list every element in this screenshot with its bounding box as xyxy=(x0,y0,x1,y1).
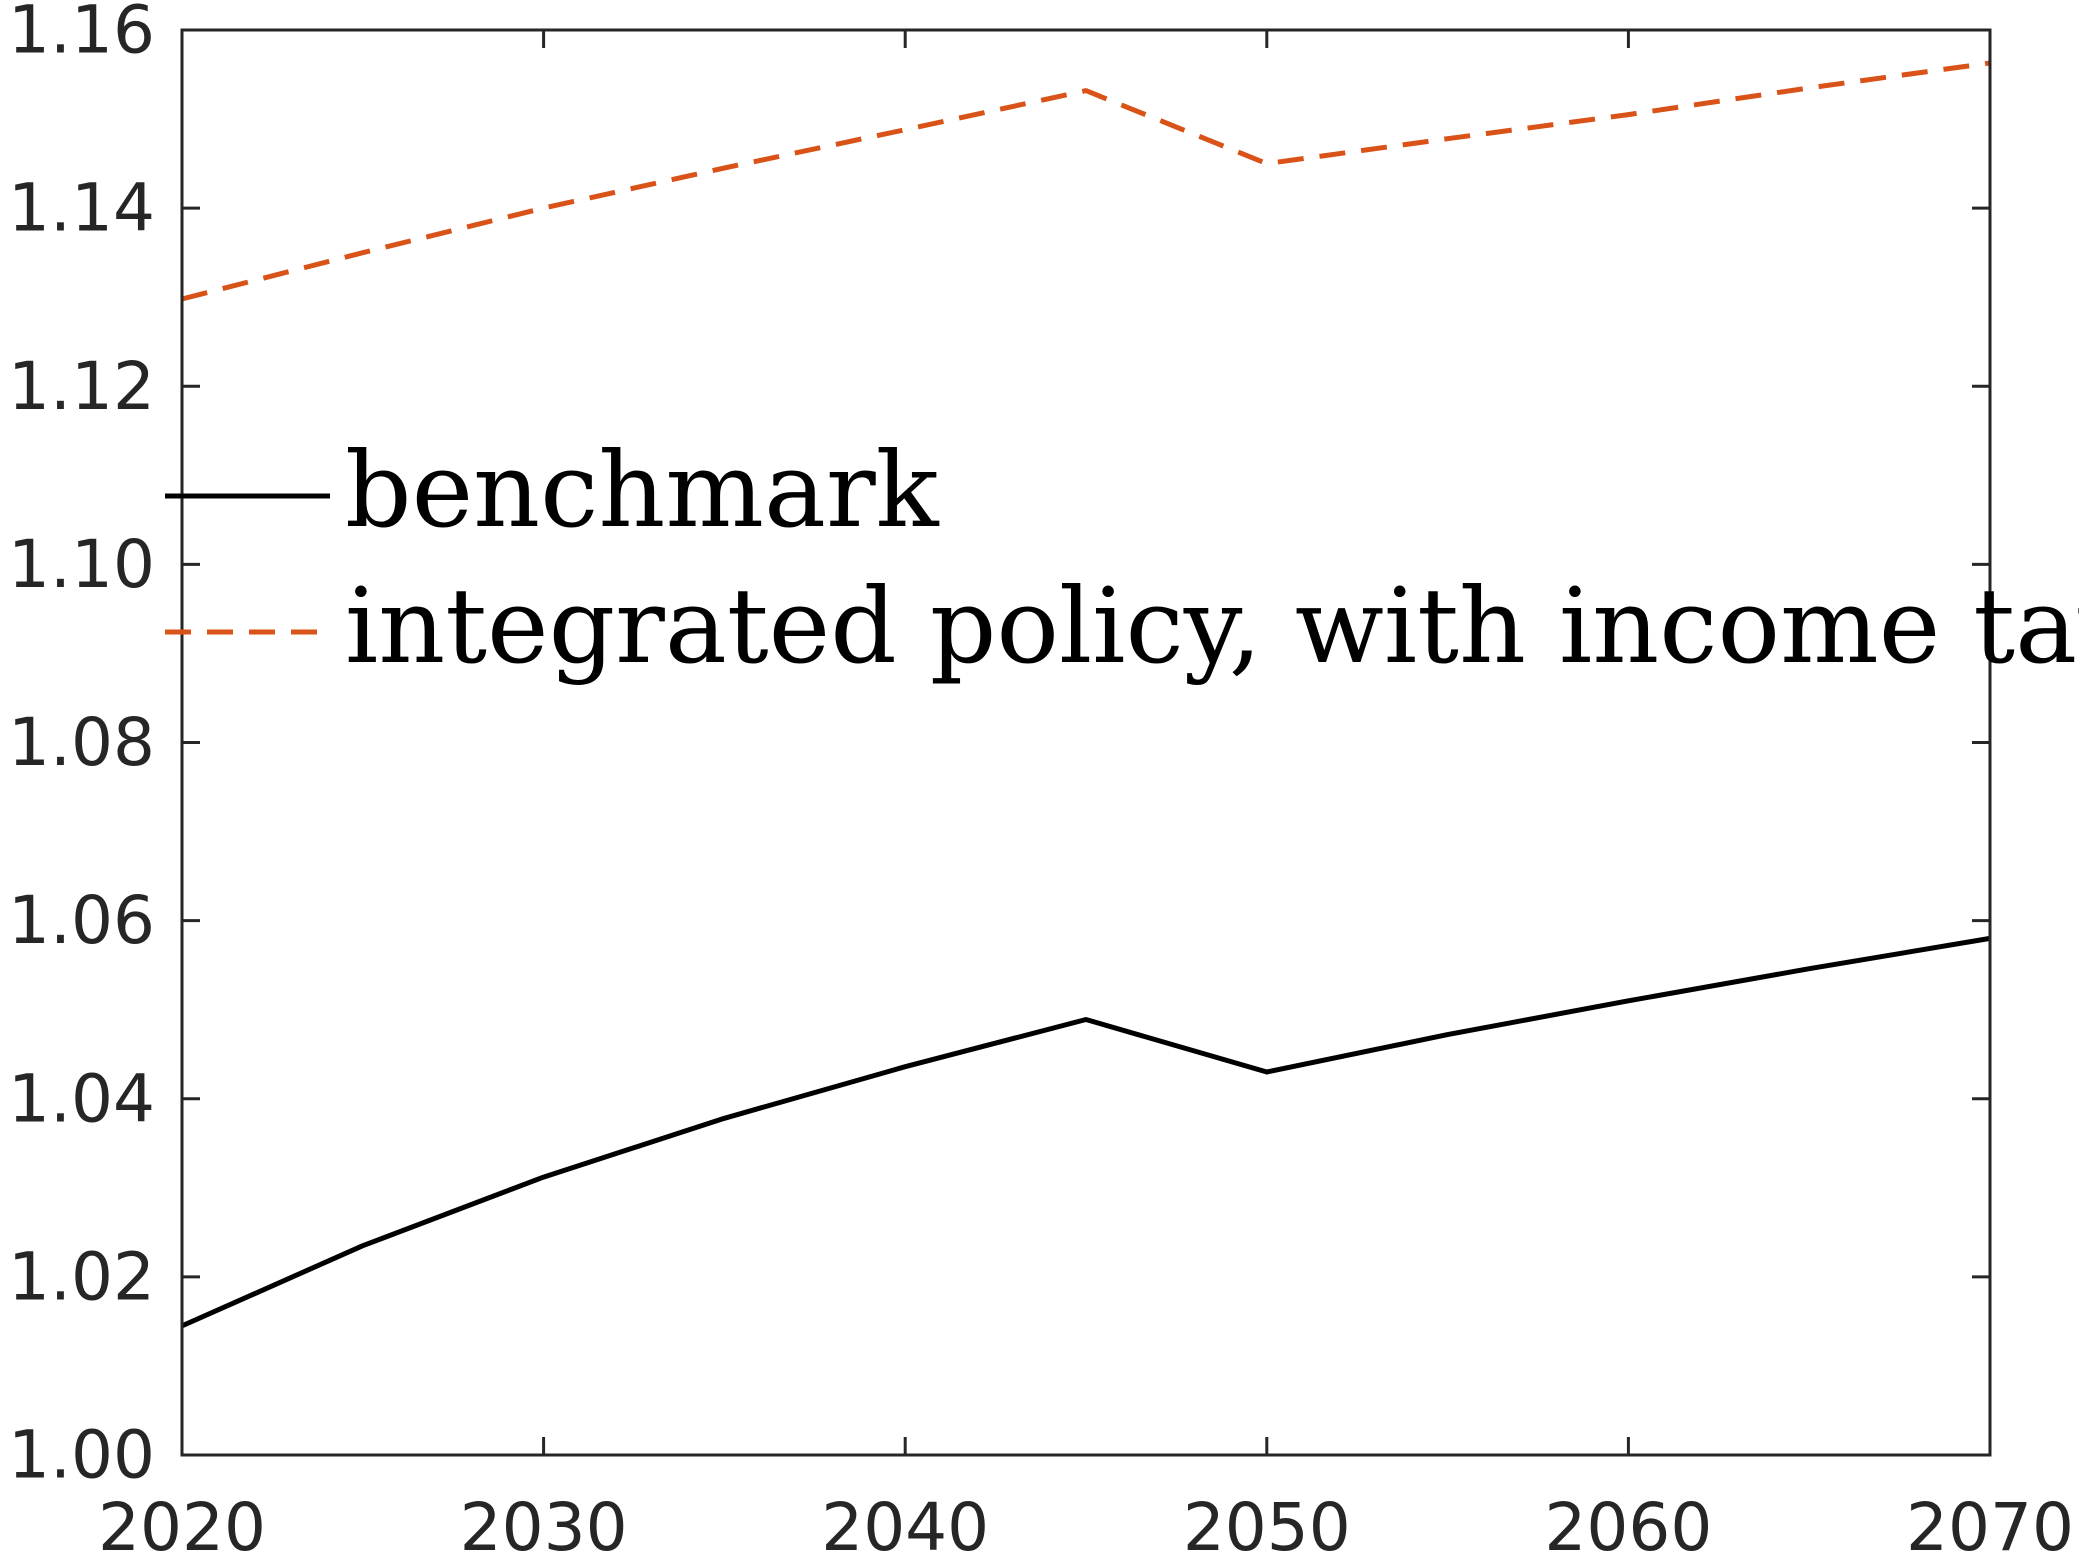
series-line-1 xyxy=(181,60,1991,302)
axis-ticks xyxy=(180,28,1992,1457)
plot-frame xyxy=(180,28,1992,1457)
x-tick-label: 2050 xyxy=(1183,1489,1351,1554)
y-tick-label: 1.04 xyxy=(8,1060,155,1137)
y-tick-label: 1.10 xyxy=(8,526,155,603)
x-axis-tick-labels: 2020 2030 2040 2050 2060 2070 xyxy=(98,1489,2074,1554)
legend-label-0: benchmark xyxy=(345,429,940,551)
series-line-0 xyxy=(180,935,1991,1329)
y-tick-label: 1.08 xyxy=(8,704,155,781)
y-axis-tick-labels: 1.00 1.02 1.04 1.06 1.08 1.10 1.12 1.14 1.16 xyxy=(8,0,155,1494)
y-tick-label: 1.12 xyxy=(8,348,155,425)
y-tick-label: 1.06 xyxy=(8,882,155,959)
legend-label-1: integrated policy, with income tax xyxy=(345,565,2079,687)
y-tick-label: 1.02 xyxy=(8,1238,155,1315)
y-tick-label: 1.14 xyxy=(8,170,155,247)
y-tick-label: 1.16 xyxy=(8,0,155,69)
x-tick-label: 2020 xyxy=(98,1489,266,1554)
x-tick-label: 2060 xyxy=(1544,1489,1712,1554)
y-tick-label: 1.00 xyxy=(8,1417,155,1494)
x-tick-label: 2040 xyxy=(821,1489,989,1554)
legend: benchmark integrated policy, with income … xyxy=(165,429,2079,687)
x-tick-label: 2070 xyxy=(1906,1489,2074,1554)
series-layer xyxy=(180,60,1991,1329)
x-tick-label: 2030 xyxy=(460,1489,628,1554)
